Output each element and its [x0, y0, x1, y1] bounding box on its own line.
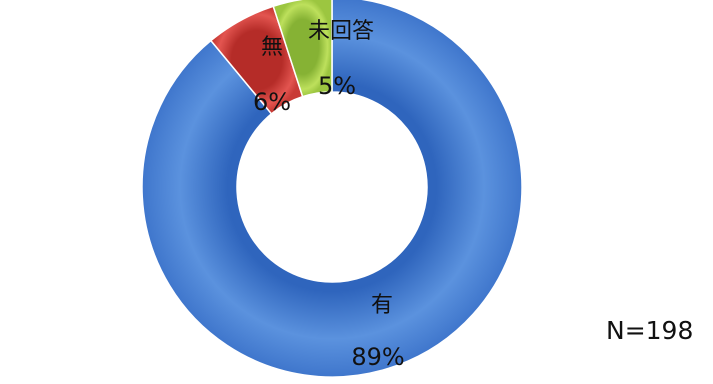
slice-3: [272, 0, 333, 98]
slice-1: [141, 0, 523, 378]
slice-percent-2: 6%: [253, 88, 291, 116]
slice-label-1: 有: [371, 293, 393, 318]
slice-percent-3: 5%: [318, 72, 356, 100]
sample-size-note: N=198: [606, 316, 694, 345]
slice-label-2: 無: [261, 35, 283, 60]
slice-label-3: 未回答: [308, 19, 374, 44]
slice-percent-1: 89%: [351, 343, 404, 371]
